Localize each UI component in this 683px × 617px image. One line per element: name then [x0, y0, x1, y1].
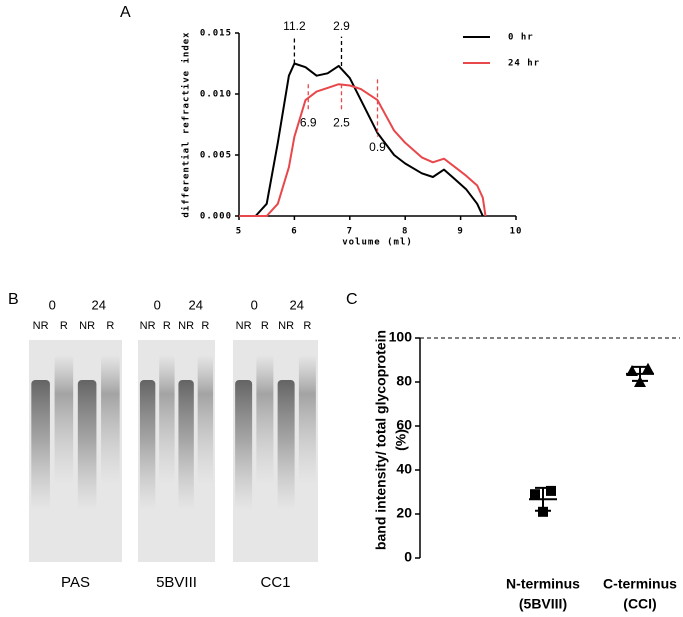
x-tick-label: C-terminus	[603, 576, 677, 592]
y-axis-label: band intensity/ total glycoprotein	[373, 330, 389, 550]
annotation: 0.9	[369, 140, 386, 154]
x-tick-label: 5	[236, 227, 242, 237]
legend-label: 24 hr	[508, 59, 540, 69]
lane-label: NR	[278, 320, 294, 332]
time-label: 24	[189, 297, 203, 312]
annotation: 2.9	[333, 19, 350, 33]
data-point	[642, 362, 654, 374]
data-point	[530, 489, 540, 500]
gel-lane	[256, 355, 274, 485]
y-tick-label: 40	[396, 461, 412, 477]
lane-label: R	[201, 320, 209, 332]
annotation: 2.5	[333, 115, 350, 129]
lane-label: NR	[79, 320, 95, 332]
data-point	[546, 485, 556, 496]
x-tick-label: (5BVIII)	[519, 596, 567, 612]
y-tick-label: 80	[396, 373, 412, 389]
time-label: 24	[92, 297, 106, 312]
data-line	[239, 62, 484, 217]
y-tick-label: 20	[396, 505, 412, 521]
gel-lane	[101, 355, 120, 485]
y-tick-label: 0	[404, 549, 412, 565]
gel-lane	[31, 380, 50, 510]
x-tick-label: 7	[347, 227, 353, 237]
annotation: 11.2	[283, 19, 306, 33]
lane-label: R	[106, 320, 114, 332]
annotation: 6.9	[300, 115, 317, 129]
gel-lane	[139, 380, 156, 510]
y-tick-label: 100	[389, 329, 413, 345]
y-axis-label: (%)	[393, 429, 409, 451]
lane-label: R	[60, 320, 68, 332]
gel-lane	[298, 355, 316, 485]
y-tick-label: 0.010	[200, 90, 232, 100]
panel-label: A	[120, 4, 131, 21]
x-tick-label: 10	[510, 227, 523, 237]
gel-lane	[54, 355, 74, 485]
time-label: 0	[154, 297, 161, 312]
legend-label: 0 hr	[508, 33, 534, 43]
panel-label: B	[8, 291, 19, 308]
y-tick-label: 60	[396, 417, 412, 433]
time-label: 0	[49, 297, 56, 312]
gel-label: CC1	[260, 574, 290, 591]
x-tick-label: N-terminus	[506, 576, 580, 592]
panel-label: C	[346, 291, 358, 308]
time-label: 0	[251, 297, 258, 312]
lane-label: NR	[236, 320, 252, 332]
data-point	[538, 506, 548, 517]
data-line	[239, 83, 487, 217]
x-tick-label: 9	[457, 227, 463, 237]
gel-label: PAS	[61, 574, 90, 591]
y-tick-label: 0.015	[200, 29, 232, 39]
time-label: 24	[290, 297, 304, 312]
lane-label: NR	[33, 320, 49, 332]
gel-lane	[277, 380, 295, 510]
x-tick-label: (CCI)	[623, 596, 656, 612]
gel-label: 5BVIII	[156, 574, 197, 591]
data-point	[626, 365, 638, 376]
y-axis-label: differential refractive index	[181, 31, 192, 217]
gel-lane	[235, 380, 253, 510]
lane-label: R	[261, 320, 269, 332]
x-axis-label: volume (ml)	[342, 238, 413, 248]
lane-label: R	[163, 320, 171, 332]
gel-lane	[197, 355, 214, 485]
y-tick-label: 0.005	[200, 151, 232, 161]
lane-label: R	[303, 320, 311, 332]
data-point	[634, 376, 646, 387]
gel-lane	[77, 380, 97, 510]
gel-lane	[178, 380, 194, 510]
x-tick-label: 8	[402, 227, 408, 237]
lane-label: NR	[178, 320, 194, 332]
gel-lane	[159, 355, 175, 485]
x-tick-label: 6	[291, 227, 297, 237]
y-tick-label: 0.000	[200, 212, 232, 222]
lane-label: NR	[140, 320, 156, 332]
